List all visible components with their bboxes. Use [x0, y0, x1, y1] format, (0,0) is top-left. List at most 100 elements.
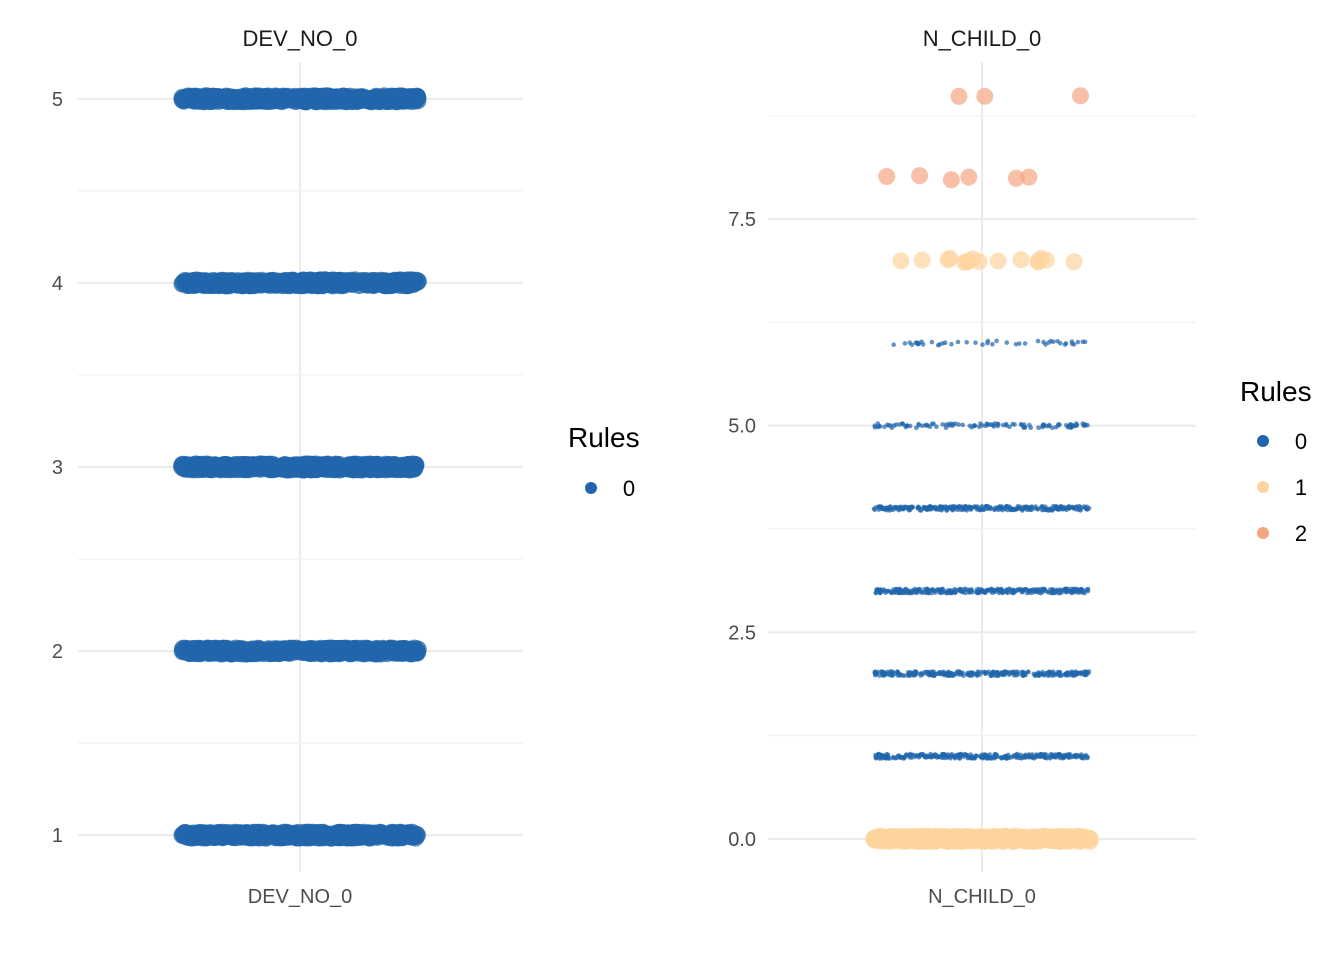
data-point [908, 504, 913, 510]
y-tick-label: 7.5 [728, 209, 756, 231]
data-point [1031, 756, 1037, 761]
data-point [948, 421, 954, 427]
data-point [942, 171, 960, 189]
data-point [949, 588, 954, 594]
data-point [904, 423, 910, 428]
data-point [1042, 752, 1047, 757]
data-point [885, 422, 890, 428]
data-point [879, 754, 885, 759]
data-point [1007, 424, 1012, 430]
data-point [241, 641, 260, 659]
data-point [935, 671, 941, 676]
data-point [964, 340, 969, 345]
data-point [929, 339, 935, 345]
data-point [1035, 507, 1041, 512]
data-point [991, 669, 996, 674]
data-point [1072, 87, 1089, 105]
data-point [322, 88, 341, 107]
data-point [877, 590, 883, 595]
data-point [927, 424, 933, 430]
data-point [991, 673, 997, 678]
data-point [875, 829, 894, 848]
data-point [1058, 506, 1063, 511]
data-point [1069, 590, 1074, 596]
data-point [1013, 755, 1019, 760]
data-point [917, 752, 922, 758]
data-point [1003, 755, 1009, 761]
legend-dev-no: Rules 0 [568, 422, 640, 501]
data-point [989, 828, 1008, 847]
data-point [911, 167, 929, 185]
data-point [920, 342, 926, 347]
data-point [242, 826, 261, 845]
data-point [945, 673, 950, 678]
data-point [175, 824, 194, 842]
legend-label: 1 [1295, 475, 1307, 500]
data-point [1012, 507, 1017, 512]
data-point [990, 342, 995, 347]
y-tick-label: 2 [52, 641, 63, 663]
data-point [1004, 831, 1023, 850]
data-point [973, 340, 978, 346]
data-point [1068, 828, 1087, 847]
data-point [950, 87, 968, 105]
data-point [1057, 422, 1062, 427]
data-point [993, 505, 998, 511]
data-point [980, 342, 985, 348]
data-point [939, 506, 945, 512]
data-point [1085, 754, 1090, 760]
data-point [903, 586, 909, 592]
data-point [972, 423, 978, 429]
data-point [913, 669, 918, 675]
data-point [1080, 339, 1086, 345]
data-point [373, 826, 392, 845]
data-point [925, 588, 931, 594]
data-point [884, 506, 890, 512]
data-point [953, 505, 958, 510]
data-point [873, 756, 879, 761]
data-point [964, 672, 970, 677]
data-point [1064, 586, 1069, 592]
data-point [923, 423, 928, 428]
data-point [361, 92, 380, 111]
data-point [1049, 751, 1054, 757]
legend-label: 0 [1295, 429, 1307, 454]
y-tick-label: 3 [52, 457, 63, 479]
data-point [984, 421, 990, 427]
data-point [373, 273, 392, 292]
data-point [1011, 590, 1016, 596]
data-point [1018, 421, 1024, 427]
data-point [1078, 504, 1084, 510]
data-point [1041, 672, 1046, 678]
data-point [936, 589, 942, 595]
data-point [976, 87, 994, 105]
panel-dev-no: DEV_NO_0 1 2 3 4 5 DEV_NO_0 [52, 26, 523, 908]
data-point [900, 421, 905, 427]
panel-title-n-child: N_CHILD_0 [923, 26, 1042, 51]
data-point [1082, 672, 1088, 678]
x-tick-label-dev-no: DEV_NO_0 [248, 886, 353, 908]
data-point [1068, 422, 1073, 427]
data-point [892, 252, 910, 270]
data-point [1004, 589, 1009, 595]
data-point [1041, 586, 1047, 592]
data-point [1079, 752, 1084, 757]
data-point [949, 341, 954, 347]
data-point [891, 423, 897, 428]
data-point [333, 824, 352, 843]
data-point [1065, 253, 1083, 271]
data-point [1062, 342, 1068, 347]
data-point [314, 275, 333, 294]
data-point [1036, 425, 1041, 431]
data-point [1034, 828, 1053, 846]
data-point [1035, 338, 1041, 344]
panel-n-child: N_CHILD_0 0.0 2.5 5.0 7.5 N_CHILD_0 [728, 26, 1196, 908]
data-point [1047, 670, 1053, 675]
data-point [1066, 672, 1071, 677]
data-point [222, 272, 241, 291]
data-point [917, 508, 923, 513]
data-point [934, 507, 939, 512]
data-point [902, 673, 908, 678]
data-point [254, 456, 273, 475]
data-point [995, 423, 1000, 429]
